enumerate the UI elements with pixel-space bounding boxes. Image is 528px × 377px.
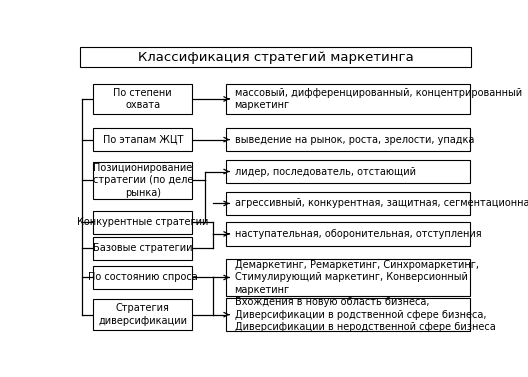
Text: Позиционирование
стратегии (по деле
рынка): Позиционирование стратегии (по деле рынк… bbox=[92, 163, 193, 198]
FancyBboxPatch shape bbox=[93, 237, 192, 260]
Text: наступательная, оборонительная, отступления: наступательная, оборонительная, отступле… bbox=[234, 229, 481, 239]
Text: Классификация стратегий маркетинга: Классификация стратегий маркетинга bbox=[138, 51, 413, 64]
Text: агрессивный, конкурентная, защитная, сегментационная: агрессивный, конкурентная, защитная, сег… bbox=[234, 198, 528, 208]
FancyBboxPatch shape bbox=[93, 266, 192, 289]
Text: лидер, последователь, отстающий: лидер, последователь, отстающий bbox=[234, 167, 416, 176]
FancyBboxPatch shape bbox=[93, 128, 192, 151]
Text: Демаркетинг, Ремаркетинг, Синхромаркетинг,
Стимулирующий маркетинг, Конверсионны: Демаркетинг, Ремаркетинг, Синхромаркетин… bbox=[234, 260, 478, 295]
Text: По состоянию спроса: По состоянию спроса bbox=[88, 273, 197, 282]
FancyBboxPatch shape bbox=[227, 192, 470, 215]
Text: Вхождения в новую область бизнеса,
Диверсификации в родственной сфере бизнеса,
Д: Вхождения в новую область бизнеса, Дивер… bbox=[234, 297, 495, 332]
FancyBboxPatch shape bbox=[227, 222, 470, 246]
FancyBboxPatch shape bbox=[93, 211, 192, 234]
FancyBboxPatch shape bbox=[227, 84, 470, 113]
Text: выведение на рынок, роста, зрелости, упадка: выведение на рынок, роста, зрелости, упа… bbox=[234, 135, 474, 145]
FancyBboxPatch shape bbox=[93, 299, 192, 330]
Text: Базовые стратегии: Базовые стратегии bbox=[93, 244, 193, 253]
FancyBboxPatch shape bbox=[227, 259, 470, 296]
Text: Конкурентные стратегии: Конкурентные стратегии bbox=[77, 217, 209, 227]
Text: По этапам ЖЦТ: По этапам ЖЦТ bbox=[102, 135, 183, 145]
FancyBboxPatch shape bbox=[80, 47, 471, 67]
FancyBboxPatch shape bbox=[227, 128, 470, 151]
Text: массовый, дифференцированный, концентрированный
маркетинг: массовый, дифференцированный, концентрир… bbox=[234, 88, 522, 110]
Text: Стратегия
диверсификации: Стратегия диверсификации bbox=[98, 303, 187, 326]
Text: По степени
охвата: По степени охвата bbox=[114, 88, 172, 110]
FancyBboxPatch shape bbox=[227, 298, 470, 331]
FancyBboxPatch shape bbox=[227, 160, 470, 183]
FancyBboxPatch shape bbox=[93, 84, 192, 113]
FancyBboxPatch shape bbox=[93, 162, 192, 199]
